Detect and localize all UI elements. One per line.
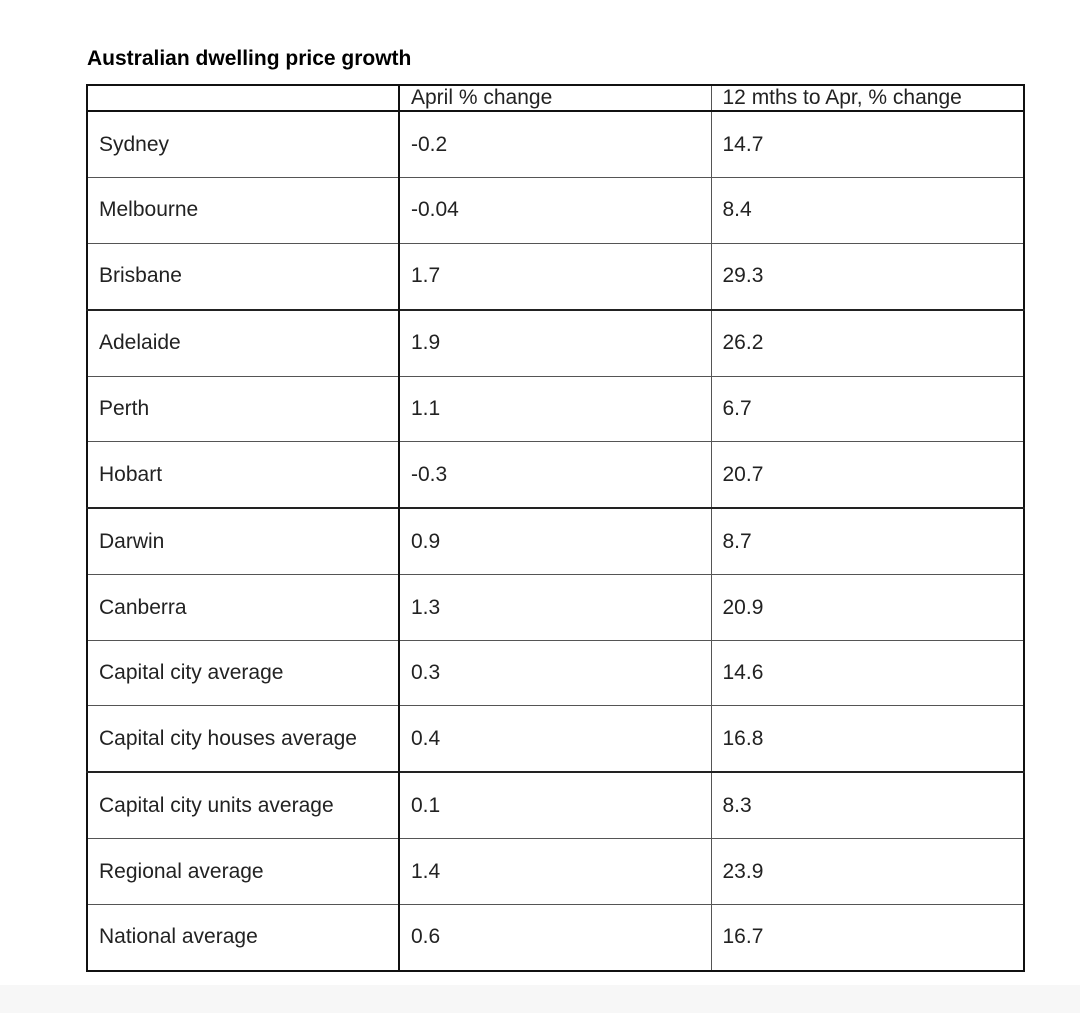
annual-change-cell: 29.3: [710, 242, 1025, 311]
april-change-cell: 0.3: [398, 639, 712, 707]
annual-change-cell: 20.9: [710, 574, 1025, 641]
header-annual-change: 12 mths to Apr, % change: [710, 84, 1025, 112]
april-change-cell: 0.6: [398, 903, 712, 972]
region-cell: Capital city average: [86, 639, 400, 707]
header-region: [86, 84, 400, 112]
april-change-cell: -0.04: [398, 177, 712, 244]
annual-change-cell: 8.3: [710, 771, 1025, 840]
region-cell: Adelaide: [86, 308, 400, 377]
annual-change-cell: 16.7: [710, 903, 1025, 972]
table-row: Brisbane 1.7 29.3: [86, 242, 1025, 311]
annual-change-cell: 16.8: [710, 705, 1025, 773]
annual-change-cell: 8.4: [710, 177, 1025, 244]
april-change-cell: 1.9: [398, 308, 712, 377]
region-cell: Darwin: [86, 507, 400, 576]
table-header-row: April % change 12 mths to Apr, % change: [86, 84, 1025, 112]
table-row: Adelaide 1.9 26.2: [86, 308, 1025, 377]
page-bottom-band: [0, 985, 1080, 1013]
table-row: Capital city units average 0.1 8.3: [86, 771, 1025, 840]
annual-change-cell: 23.9: [710, 838, 1025, 905]
region-cell: Brisbane: [86, 242, 400, 311]
annual-change-cell: 14.7: [710, 110, 1025, 179]
annual-change-cell: 14.6: [710, 639, 1025, 707]
table-row: Regional average 1.4 23.9: [86, 838, 1025, 905]
region-cell: Capital city units average: [86, 771, 400, 840]
region-cell: Perth: [86, 375, 400, 443]
april-change-cell: 1.3: [398, 574, 712, 641]
table-title: Australian dwelling price growth: [87, 47, 412, 70]
table-row: Capital city average 0.3 14.6: [86, 639, 1025, 707]
april-change-cell: 1.4: [398, 838, 712, 905]
annual-change-cell: 26.2: [710, 308, 1025, 377]
april-change-cell: 0.1: [398, 771, 712, 840]
april-change-cell: -0.3: [398, 441, 712, 509]
dwelling-price-table: April % change 12 mths to Apr, % change …: [86, 84, 1025, 972]
april-change-cell: 0.4: [398, 705, 712, 773]
table-row: Sydney -0.2 14.7: [86, 110, 1025, 179]
region-cell: Hobart: [86, 441, 400, 509]
table-row: Darwin 0.9 8.7: [86, 507, 1025, 576]
april-change-cell: 0.9: [398, 507, 712, 576]
table-row: Perth 1.1 6.7: [86, 375, 1025, 443]
annual-change-cell: 20.7: [710, 441, 1025, 509]
region-cell: Capital city houses average: [86, 705, 400, 773]
april-change-cell: -0.2: [398, 110, 712, 179]
april-change-cell: 1.7: [398, 242, 712, 311]
april-change-cell: 1.1: [398, 375, 712, 443]
header-april-change: April % change: [398, 84, 712, 112]
region-cell: Melbourne: [86, 177, 400, 244]
region-cell: Canberra: [86, 574, 400, 641]
table-row: Melbourne -0.04 8.4: [86, 177, 1025, 244]
table-row: National average 0.6 16.7: [86, 903, 1025, 972]
region-cell: National average: [86, 903, 400, 972]
table-row: Capital city houses average 0.4 16.8: [86, 705, 1025, 773]
annual-change-cell: 8.7: [710, 507, 1025, 576]
table-row: Canberra 1.3 20.9: [86, 574, 1025, 641]
region-cell: Regional average: [86, 838, 400, 905]
table-row: Hobart -0.3 20.7: [86, 441, 1025, 509]
region-cell: Sydney: [86, 110, 400, 179]
annual-change-cell: 6.7: [710, 375, 1025, 443]
